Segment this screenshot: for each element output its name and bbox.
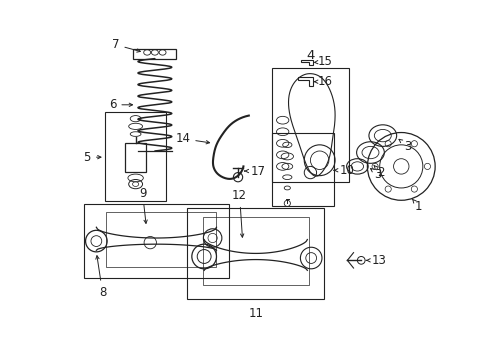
Text: 9: 9: [139, 186, 147, 224]
Text: 8: 8: [96, 256, 106, 299]
Text: 12: 12: [232, 189, 247, 237]
Text: 2: 2: [374, 165, 384, 179]
Text: 11: 11: [248, 307, 263, 320]
Text: 15: 15: [315, 55, 333, 68]
Text: 13: 13: [367, 254, 387, 267]
Text: 16: 16: [315, 75, 333, 88]
Text: 14: 14: [175, 132, 210, 145]
Text: 17: 17: [245, 165, 266, 177]
Text: 4: 4: [306, 49, 315, 62]
Text: 6: 6: [109, 98, 132, 111]
Text: 5: 5: [84, 150, 101, 164]
Text: 3: 3: [399, 139, 412, 153]
Text: 3: 3: [370, 168, 382, 181]
Text: 1: 1: [412, 199, 423, 213]
Text: 10: 10: [334, 164, 355, 177]
Text: 7: 7: [112, 38, 140, 52]
